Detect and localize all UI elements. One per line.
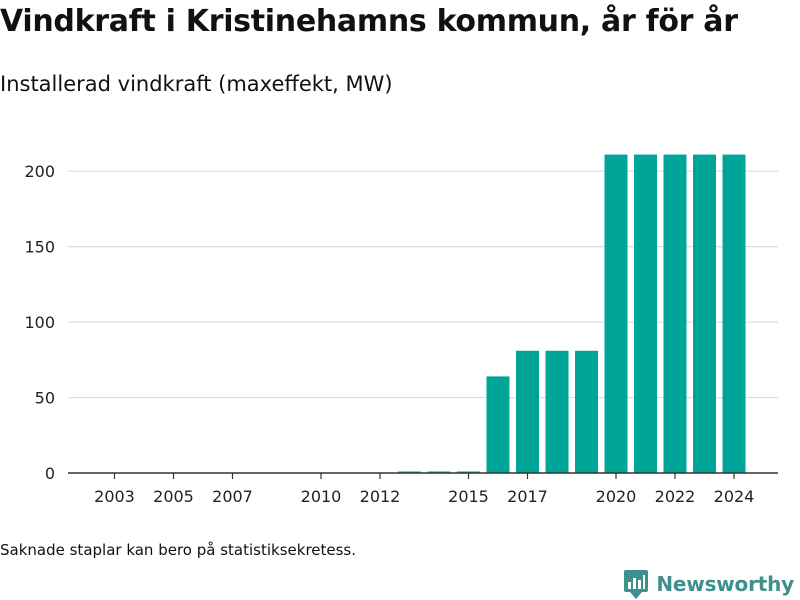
x-tick-label-2005: 2005 xyxy=(153,487,194,506)
bar-2014 xyxy=(427,471,451,473)
bar-2017 xyxy=(516,350,539,473)
bar-2021 xyxy=(634,154,657,473)
bar-2018 xyxy=(545,350,569,473)
bar-2020 xyxy=(604,154,628,473)
chart-title: Vindkraft i Kristinehamns kommun, år för… xyxy=(0,4,738,39)
x-tick-label-2012: 2012 xyxy=(360,487,401,506)
x-tick-label-2007: 2007 xyxy=(212,487,253,506)
x-tick-label-2015: 2015 xyxy=(448,487,489,506)
x-tick-label-2024: 2024 xyxy=(714,487,755,506)
bar-2016 xyxy=(486,376,510,473)
bar-2023 xyxy=(693,154,716,473)
y-tick-label-0: 0 xyxy=(45,464,55,483)
brand-name: Newsworthy xyxy=(656,572,794,596)
x-tick-label-2017: 2017 xyxy=(507,487,548,506)
x-axis-ticks: 2003 2005 2007 2010 2012 2015 2017 2020 2022 2024 xyxy=(94,473,754,506)
chart-subtitle: Installerad vindkraft (maxeffekt, MW) xyxy=(0,72,393,96)
footnote: Saknade staplar kan bero på statistiksek… xyxy=(0,541,357,559)
newsworthy-logo-icon xyxy=(624,570,649,599)
y-tick-label-100: 100 xyxy=(24,313,55,332)
bar-2022 xyxy=(663,154,687,473)
y-tick-label-200: 200 xyxy=(24,162,55,181)
y-axis-ticks: 0 50 100 150 200 xyxy=(24,162,55,483)
x-tick-label-2010: 2010 xyxy=(301,487,342,506)
x-tick-label-2003: 2003 xyxy=(94,487,135,506)
bar-2019 xyxy=(575,350,598,473)
y-tick-label-150: 150 xyxy=(24,238,55,257)
x-tick-label-2020: 2020 xyxy=(596,487,637,506)
bars xyxy=(398,154,746,473)
brand: Newsworthy xyxy=(623,568,794,600)
y-tick-label-50: 50 xyxy=(35,389,55,408)
bar-2015 xyxy=(457,471,480,473)
bar-2013 xyxy=(398,471,421,473)
y-gridlines xyxy=(68,170,778,399)
x-tick-label-2022: 2022 xyxy=(655,487,696,506)
bar-2024 xyxy=(722,154,746,473)
